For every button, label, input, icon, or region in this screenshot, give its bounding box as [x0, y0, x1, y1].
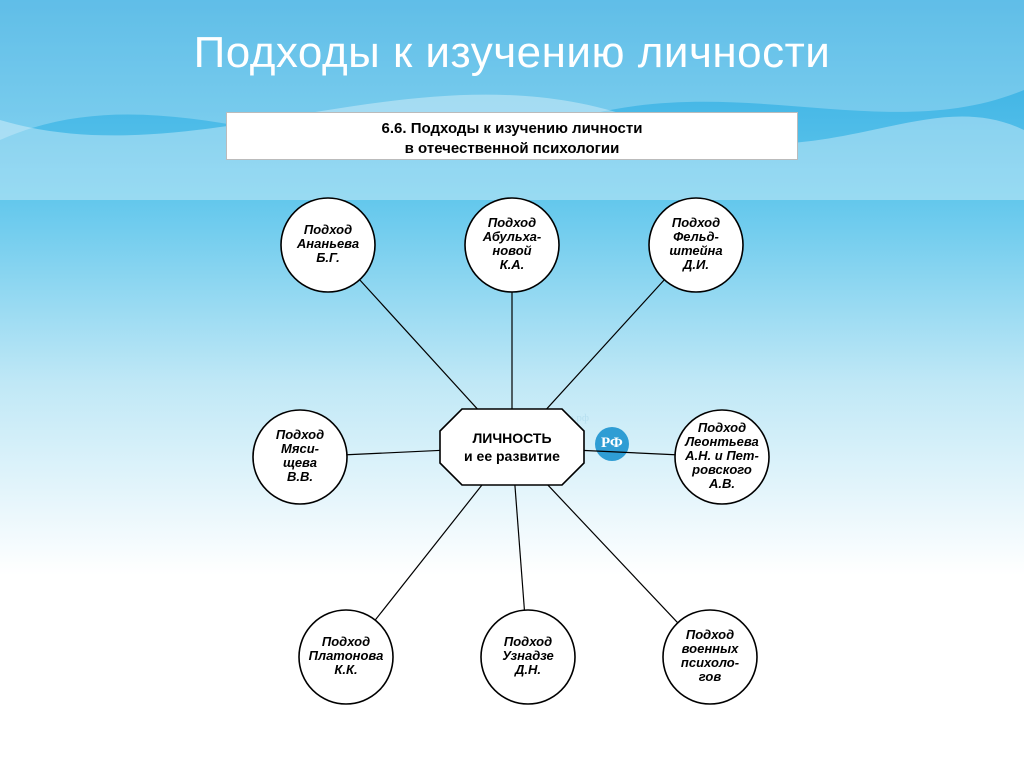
subheading-line1: 6.6. Подходы к изучению личности	[382, 120, 643, 137]
edge-ananiev	[360, 280, 482, 414]
edge-myasishchev	[347, 450, 442, 454]
edge-platonov	[375, 481, 485, 620]
diagram: ЛИЧНОСТЬи ее развитиеПодходАнаньеваБ.Г.П…	[150, 165, 874, 745]
edge-feldshtein	[543, 280, 665, 414]
edge-military	[543, 480, 677, 622]
subheading: 6.6. Подходы к изучению личности в отече…	[227, 119, 797, 158]
subheading-box: 6.6. Подходы к изучению личности в отече…	[226, 112, 798, 160]
slide-title: Подходы к изучению личности	[0, 28, 1024, 78]
edge-uznadze	[515, 484, 525, 610]
subheading-line2: в отечественной психологии	[405, 140, 620, 157]
edge-leontiev	[582, 450, 675, 454]
slide: Подходы к изучению личности 6.6. Подходы…	[0, 0, 1024, 767]
